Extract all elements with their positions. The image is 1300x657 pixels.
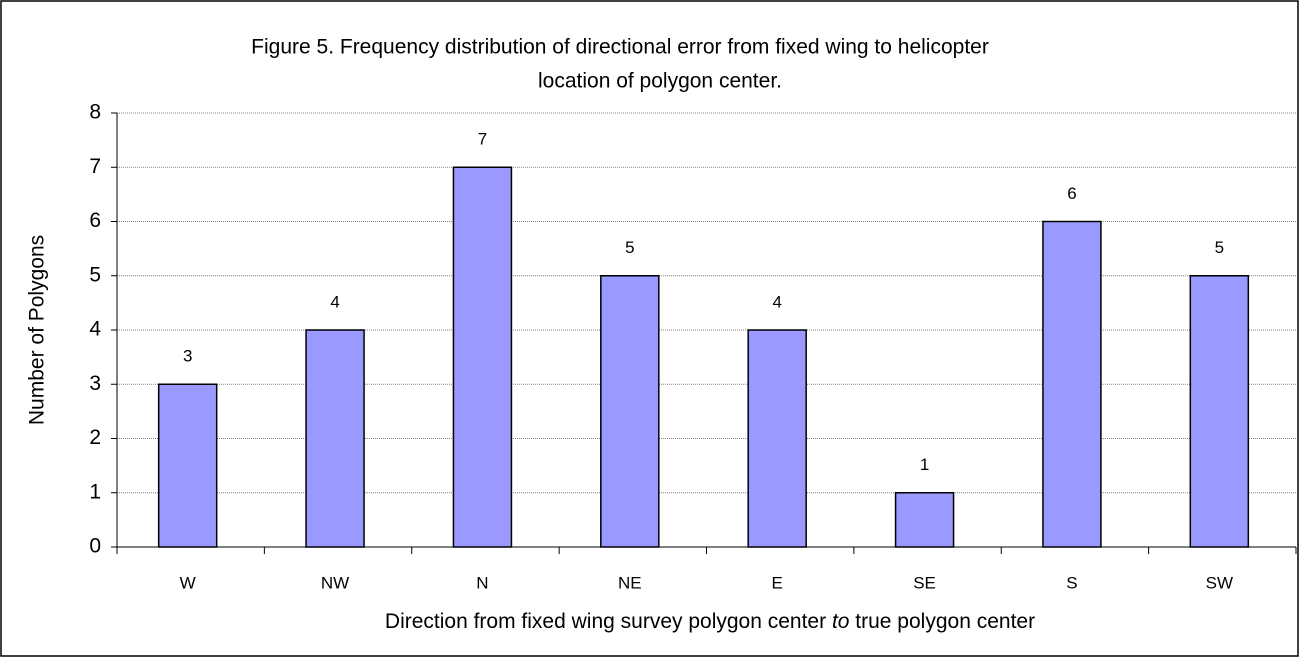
y-tick-label: 0 [89, 535, 101, 558]
y-axis-label: Number of Polygons [26, 235, 49, 425]
value-label: 3 [183, 347, 192, 366]
bar [894, 492, 955, 548]
bar [157, 383, 218, 548]
y-tick-label: 5 [89, 263, 101, 286]
x-tick-label: NW [321, 573, 349, 592]
bar [747, 329, 807, 548]
value-label: 1 [920, 455, 929, 474]
x-tick-label: W [180, 573, 196, 592]
y-tick-label: 3 [89, 372, 101, 395]
value-label: 4 [330, 292, 339, 311]
y-tick-label: 1 [89, 480, 101, 503]
x-tick-label: E [772, 573, 783, 592]
bar [305, 329, 365, 548]
bar [1042, 220, 1102, 548]
x-axis-label-part: to [832, 610, 850, 633]
y-tick-label: 7 [89, 155, 101, 178]
bar [452, 166, 513, 548]
bar [600, 275, 660, 548]
x-tick-label: SW [1206, 573, 1233, 592]
y-tick-label: 2 [89, 426, 101, 449]
y-tick-label: 6 [89, 209, 101, 232]
chart-title: Figure 5. Frequency distribution of dire… [251, 36, 989, 59]
y-tick-label: 8 [89, 101, 101, 124]
x-tick-label: S [1066, 573, 1077, 592]
value-label: 7 [478, 130, 487, 149]
chart-title: location of polygon center. [538, 70, 782, 93]
x-tick-label: NE [618, 573, 642, 592]
y-tick-label: 4 [89, 318, 101, 341]
value-label: 6 [1067, 184, 1076, 203]
x-axis-label-part: true polygon center [849, 610, 1035, 633]
value-label: 5 [1215, 238, 1224, 257]
value-label: 4 [772, 292, 781, 311]
x-axis-label-part: Direction from fixed wing survey polygon… [385, 610, 832, 633]
x-axis-label: Direction from fixed wing survey polygon… [385, 610, 1035, 633]
value-label: 5 [625, 238, 634, 257]
x-tick-label: SE [913, 573, 936, 592]
x-tick-label: N [476, 573, 488, 592]
bar [1189, 275, 1250, 548]
